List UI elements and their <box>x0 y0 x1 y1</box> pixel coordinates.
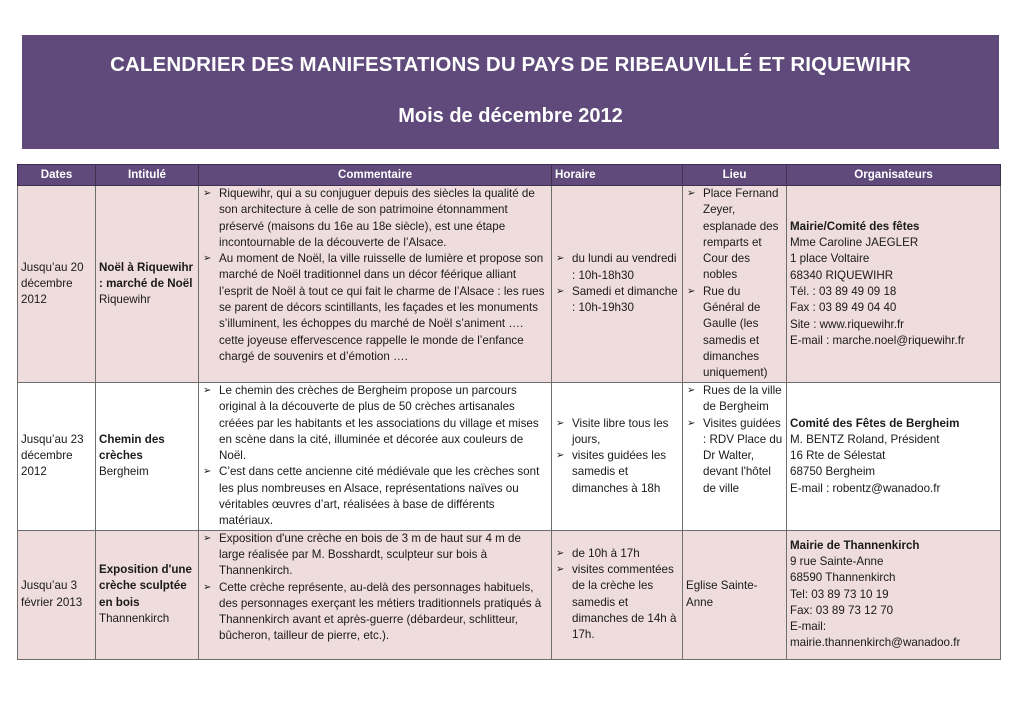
organizer-name: Mairie de Thannenkirch <box>790 538 920 552</box>
organizer-contact: Mme Caroline JAEGLER <box>790 236 919 250</box>
date-cell: Jusqu’au 20 décembre 2012 <box>17 185 96 383</box>
event-place: Bergheim <box>99 465 149 479</box>
organizer-address: 16 Rte de Sélestat <box>790 449 886 463</box>
schedule-item: Visite libre tous les jours, <box>555 416 679 449</box>
organizer-fax: Fax: 03 89 73 12 70 <box>790 603 894 617</box>
comment-cell: Exposition d'une crèche en bois de 3 m d… <box>198 529 552 660</box>
comment-item: C’est dans cette ancienne cité médiévale… <box>202 464 548 529</box>
organizer-email: E-mail : marche.noel@riquewihr.fr <box>790 333 965 347</box>
organizer-city: 68340 RIQUEWIHR <box>790 268 894 282</box>
date-cell: Jusqu’au 23 décembre 2012 <box>17 382 96 531</box>
events-table: Dates Intitulé Commentaire Horaire Lieu … <box>17 164 1001 660</box>
schedule-cell: de 10h à 17h visites commentées de la cr… <box>551 529 683 660</box>
table-row: Jusqu’au 20 décembre 2012 Noël à Riquewi… <box>17 185 1001 383</box>
comment-item: Riquewihr, qui a su conjuguer depuis des… <box>202 186 548 251</box>
date-cell: Jusqu’au 3 février 2013 <box>17 529 96 660</box>
place-item: Place Fernand Zeyer, esplanade des rempa… <box>686 186 783 284</box>
column-header-dates: Dates <box>17 164 96 186</box>
organizer-address: 9 rue Sainte-Anne <box>790 554 884 568</box>
page-subtitle: Mois de décembre 2012 <box>398 105 623 127</box>
place-item: Rues de la ville de Bergheim <box>686 383 783 416</box>
schedule-item: Samedi et dimanche : 10h-19h30 <box>555 284 679 317</box>
organizer-phone: Tel: 03 89 73 10 19 <box>790 587 889 601</box>
comment-cell: Le chemin des crèches de Bergheim propos… <box>198 382 552 531</box>
column-header-lieu: Lieu <box>682 164 787 186</box>
table-row: Jusqu’au 3 février 2013 Exposition d'une… <box>17 529 1001 660</box>
schedule-item: de 10h à 17h <box>555 546 679 563</box>
organizer-city: 68590 Thannenkirch <box>790 571 896 585</box>
event-title: Chemin des crèches <box>99 432 165 463</box>
schedule-item: visites guidées les samedis et dimanches… <box>555 448 679 497</box>
organizer-email-label: E-mail: <box>790 620 827 634</box>
title-cell: Exposition d'une crèche sculptée en bois… <box>95 529 199 660</box>
title-cell: Chemin des crèches Bergheim <box>95 382 199 531</box>
organizer-website: Site : www.riquewihr.fr <box>790 317 905 331</box>
organizer-phone: Tél. : 03 89 49 09 18 <box>790 285 897 298</box>
organizer-name: Comité des Fêtes de Bergheim <box>790 416 960 430</box>
place-item: Rue du Général de Gaulle (les samedis et… <box>686 284 783 382</box>
event-place: Riquewihr <box>99 293 151 307</box>
event-title: Exposition d'une crèche sculptée en bois <box>99 563 192 609</box>
place-cell: Rues de la ville de Bergheim Visites gui… <box>682 382 787 531</box>
comment-cell: Riquewihr, qui a su conjuguer depuis des… <box>198 185 552 383</box>
table-header-row: Dates Intitulé Commentaire Horaire Lieu … <box>17 164 1001 186</box>
comment-item: Le chemin des crèches de Bergheim propos… <box>202 383 548 464</box>
comment-item: Au moment de Noël, la ville ruisselle de… <box>202 251 548 365</box>
organizer-cell: Mairie de Thannenkirch 9 rue Sainte-Anne… <box>786 529 1001 660</box>
organizer-email: mairie.thannenkirch@wanadoo.fr <box>790 636 961 650</box>
organizer-city: 68750 Bergheim <box>790 465 876 479</box>
place-cell: Place Fernand Zeyer, esplanade des rempa… <box>682 185 787 383</box>
page-title: CALENDRIER DES MANIFESTATIONS DU PAYS DE… <box>110 53 911 76</box>
organizer-cell: Comité des Fêtes de Bergheim M. BENTZ Ro… <box>786 382 1001 531</box>
event-title: Noël à Riquewihr : marché de Noël <box>99 260 194 290</box>
event-place: Thannenkirch <box>99 611 170 625</box>
schedule-cell: du lundi au vendredi : 10h-18h30 Samedi … <box>551 185 683 383</box>
schedule-cell: Visite libre tous les jours, visites gui… <box>551 382 683 531</box>
place-cell: Eglise Sainte-Anne <box>682 529 787 660</box>
schedule-item: du lundi au vendredi : 10h-18h30 <box>555 251 679 284</box>
organizer-name: Mairie/Comité des fêtes <box>790 219 920 233</box>
organizer-contact: M. BENTZ Roland, Président <box>790 432 940 446</box>
title-cell: Noël à Riquewihr : marché de Noël Riquew… <box>95 185 199 383</box>
column-header-horaire: Horaire <box>551 164 683 186</box>
organizer-email: E-mail : robentz@wanadoo.fr <box>790 481 941 495</box>
organizer-address: 1 place Voltaire <box>790 252 870 266</box>
place-item: Visites guidées : RDV Place du Dr Walter… <box>686 416 783 497</box>
comment-item: Exposition d'une crèche en bois de 3 m d… <box>202 531 548 580</box>
column-header-commentaire: Commentaire <box>198 164 552 186</box>
organizer-fax: Fax : 03 89 49 04 40 <box>790 301 897 315</box>
column-header-organisateurs: Organisateurs <box>786 164 1001 186</box>
organizer-cell: Mairie/Comité des fêtes Mme Caroline JAE… <box>786 185 1001 383</box>
comment-item: Cette crèche représente, au-delà des per… <box>202 580 548 645</box>
header-banner: CALENDRIER DES MANIFESTATIONS DU PAYS DE… <box>22 35 999 149</box>
table-row: Jusqu’au 23 décembre 2012 Chemin des crè… <box>17 382 1001 531</box>
column-header-intitule: Intitulé <box>95 164 199 186</box>
schedule-item: visites commentées de la crèche les same… <box>555 562 679 643</box>
